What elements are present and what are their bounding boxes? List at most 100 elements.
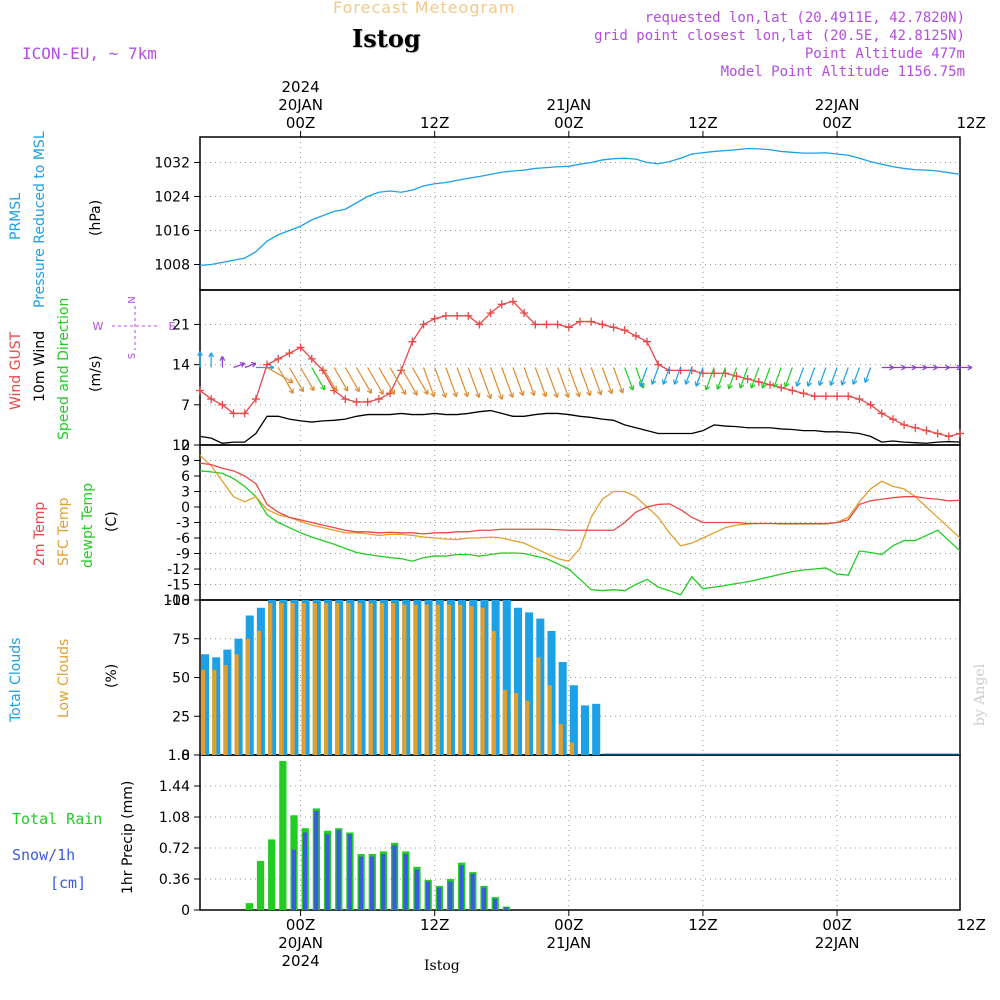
wind-arrow [704, 367, 715, 391]
gust-marker [866, 400, 875, 409]
low-cloud-bar [547, 685, 552, 755]
gust-marker [430, 314, 439, 323]
gust-marker [754, 377, 763, 386]
wind-arrow [288, 367, 305, 393]
low-cloud-bar [301, 603, 306, 755]
y-tick-label: 25 [172, 709, 190, 725]
gust-marker [587, 317, 596, 326]
gust-marker [922, 426, 931, 435]
y-tick-label: -18 [167, 593, 190, 609]
gust-marker [363, 397, 372, 406]
wind-arrow [545, 367, 559, 399]
gust-marker [453, 311, 462, 320]
wind-arrow [523, 367, 536, 397]
low-cloud-bar [223, 665, 228, 755]
snow-bar [381, 854, 386, 910]
wind-arrow [960, 364, 973, 371]
sfc-temp-line [199, 454, 961, 562]
total-cloud-bar [525, 612, 534, 755]
gust-marker [207, 395, 216, 404]
wind-arrow [579, 367, 592, 397]
gust-marker [911, 423, 920, 432]
wind-arrow [601, 367, 614, 395]
low-cloud-bar [379, 603, 385, 755]
wind-arrow [490, 367, 504, 400]
wind-arrow [892, 364, 907, 371]
snow-bar [414, 869, 419, 910]
y-tick-label: 1016 [154, 224, 190, 240]
model-name: ICON-EU, ~ 7km [22, 44, 157, 63]
y-tick-label: 21 [172, 317, 190, 333]
gust-marker [933, 429, 942, 438]
x-label-bottom: 12Z [420, 916, 449, 934]
gust-marker [374, 395, 383, 404]
wind-arrow [244, 362, 257, 369]
snow-bar [291, 849, 296, 910]
requested-coords: requested lon,lat (20.4911E, 42.7820N) [644, 10, 965, 26]
wind-arrow [772, 367, 782, 388]
dir-key-cross [112, 306, 158, 350]
y-tick-label: 0 [181, 500, 190, 516]
wind-arrow [716, 367, 726, 390]
snow-bar [470, 873, 475, 910]
gust-marker [620, 326, 629, 335]
total-cloud-bar [502, 600, 511, 755]
low-cloud-bar [201, 669, 206, 755]
low-cloud-bar [357, 603, 362, 755]
wind-arrow [761, 367, 771, 389]
wind-arrow [568, 367, 581, 398]
y-tick-label: 12 [172, 438, 190, 454]
wind-arrow [795, 367, 805, 387]
gust-marker [475, 320, 484, 329]
x-label-top: 20JAN [278, 96, 323, 114]
snow-bar [369, 856, 375, 910]
wind-arrow [456, 367, 470, 398]
y-tick-label: 1.8 [168, 748, 190, 764]
gust-marker [956, 429, 964, 438]
wind-arrow [915, 364, 928, 371]
wind-arrow [255, 364, 275, 371]
wind-arrow [817, 367, 827, 386]
y-tick-label: 3 [181, 485, 190, 501]
x-label-top: 2024 [281, 78, 319, 96]
snow-bar [481, 887, 486, 910]
gust-marker [576, 317, 584, 326]
x-label-bottom: 20JAN [278, 934, 323, 952]
x-label-top: 12Z [420, 114, 449, 132]
low-cloud-bar [234, 654, 239, 755]
low-cloud-bar [569, 742, 575, 755]
snow-bar [392, 845, 397, 910]
wind-arrow [806, 367, 816, 387]
total-cloud-bar [581, 705, 590, 755]
snow-bar [504, 907, 509, 910]
y-tick-label: 1.44 [159, 779, 190, 795]
gust-marker [341, 395, 350, 404]
wind-arrow [478, 367, 493, 400]
y-tick-label: 1008 [154, 258, 190, 274]
low-cloud-bar [502, 689, 508, 755]
low-cloud-bar [424, 604, 429, 755]
y-tick-label: -3 [176, 516, 190, 532]
low-cloud-bar [458, 604, 463, 755]
wind-arrow [501, 367, 515, 399]
low-cloud-bar [245, 638, 250, 755]
low-cloud-bar [446, 604, 452, 755]
wind-arrow [208, 352, 215, 368]
gust-marker [821, 392, 830, 401]
wind-arrow [344, 367, 360, 393]
y-tick-label: 75 [172, 632, 190, 648]
x-label-bottom: 00Z [822, 916, 851, 934]
wind-arrow [904, 364, 917, 371]
low-cloud-bar [323, 603, 329, 755]
wind-arrow [612, 367, 625, 394]
wind-arrow [534, 367, 548, 398]
y-tick-label: 7 [181, 398, 190, 414]
x-label-top: 00Z [554, 114, 583, 132]
low-cloud-bar [469, 606, 474, 755]
wind-arrow [445, 367, 458, 398]
wind-arrow [300, 367, 315, 392]
panel-frame [199, 136, 961, 291]
low-cloud-bar [435, 604, 440, 755]
y-tick-label: -9 [176, 547, 190, 563]
